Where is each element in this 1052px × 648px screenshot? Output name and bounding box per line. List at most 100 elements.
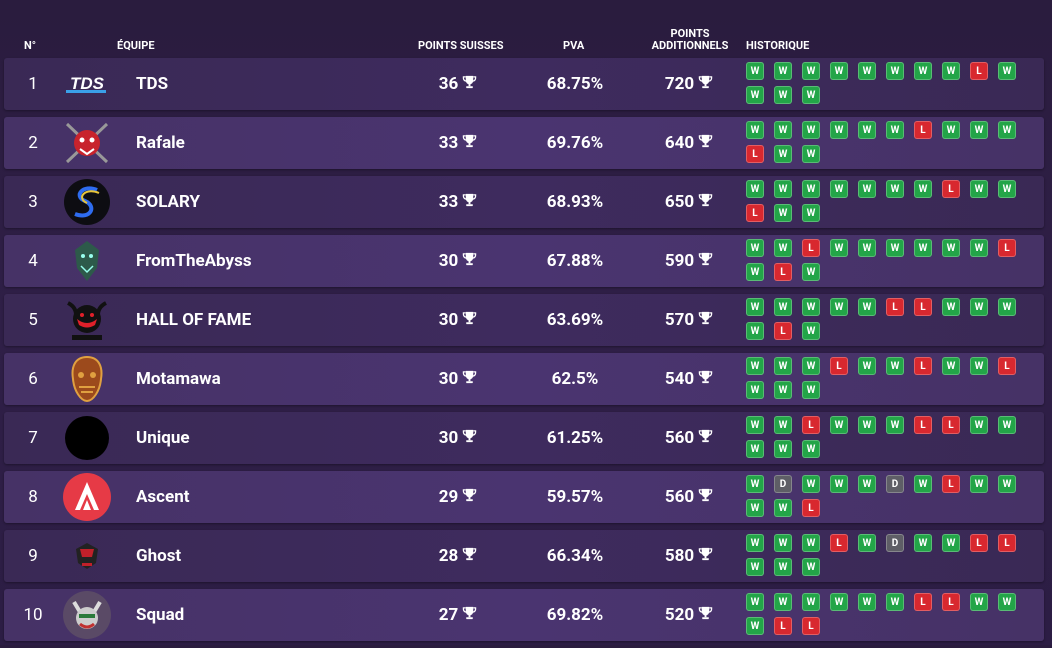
team-logo — [60, 530, 114, 582]
match-result-badge: W — [830, 298, 848, 316]
additional-points-value: 520 — [664, 605, 695, 625]
team-row[interactable]: 3 SOLARY 33 68.93% 650 W W W W W W W L W W L W W — [4, 176, 1044, 228]
trophy-icon — [458, 487, 477, 507]
additional-points-header-line2: ADDITIONNELS — [651, 39, 729, 52]
team-row[interactable]: 2 Rafale 33 69.76% 640 W W W W W W L W W W L W W — [4, 117, 1044, 169]
team-row[interactable]: 7 Unique 30 61.25% 560 W W L W W W L L W W W W W — [4, 412, 1044, 464]
match-result-badge: W — [746, 475, 764, 493]
trophy-icon — [694, 487, 713, 507]
team-name[interactable]: Rafale — [136, 133, 185, 153]
team-logo — [60, 589, 114, 641]
match-result-badge: L — [970, 62, 988, 80]
match-result-badge: W — [886, 62, 904, 80]
trophy-icon — [694, 133, 713, 153]
trophy-icon — [458, 428, 477, 448]
additional-points-value: 640 — [664, 133, 695, 153]
team-name[interactable]: Ghost — [136, 546, 182, 566]
match-result-badge: W — [830, 62, 848, 80]
match-result-badge: L — [774, 263, 792, 281]
match-result-badge: W — [802, 204, 820, 222]
match-result-badge: W — [802, 62, 820, 80]
team-row[interactable]: 6 Motamawa 30 62.5% 540 W W W L W W L W W L W W W — [4, 353, 1044, 405]
swiss-points: 33 — [408, 117, 508, 169]
match-result-badge: W — [746, 62, 764, 80]
trophy-icon — [694, 192, 713, 212]
match-result-badge: W — [858, 475, 876, 493]
match-result-badge: W — [802, 558, 820, 576]
match-result-badge: L — [830, 534, 848, 552]
match-result-badge: W — [774, 86, 792, 104]
swiss-points-value: 33 — [438, 133, 459, 153]
team-row[interactable]: 4 FromTheAbyss 30 67.88% 590 W W L W W W W W W L W L W — [4, 235, 1044, 287]
match-result-badge: W — [802, 86, 820, 104]
match-result-badge: W — [858, 416, 876, 434]
match-result-badge: L — [942, 180, 960, 198]
team-logo — [60, 117, 114, 169]
additional-points: 580 — [644, 530, 734, 582]
additional-points-value: 560 — [664, 428, 695, 448]
team-row[interactable]: 10 Squad 27 69.82% 520 W W W W W W L L W W W L L — [4, 589, 1044, 641]
match-result-badge: W — [914, 475, 932, 493]
match-result-badge: W — [858, 357, 876, 375]
halloffame-logo-icon — [62, 297, 112, 343]
match-result-badge: D — [886, 534, 904, 552]
additional-points-value: 560 — [664, 487, 695, 507]
swiss-points: 29 — [408, 471, 508, 523]
team-row[interactable]: 9 Ghost 28 66.34% 580 W W W L W D W W L L W W W — [4, 530, 1044, 582]
match-result-badge: W — [998, 121, 1016, 139]
match-result-badge: W — [886, 121, 904, 139]
swiss-points-column-header: POINTS SUISSES — [418, 39, 504, 52]
team-name[interactable]: Motamawa — [136, 369, 221, 389]
match-result-badge: W — [942, 239, 960, 257]
match-result-badge: W — [858, 121, 876, 139]
team-name[interactable]: SOLARY — [136, 192, 200, 212]
pva-value: 59.57% — [546, 487, 604, 507]
match-result-badge: W — [774, 239, 792, 257]
team-logo — [60, 235, 114, 287]
team-rank: 2 — [28, 133, 38, 153]
trophy-icon — [458, 192, 477, 212]
match-result-badge: W — [746, 263, 764, 281]
match-result-badge: L — [802, 617, 820, 635]
standings-table: 1 TDS TDS 36 68.75% 720 W W W W W W W W L W W W W 2 Rafale 33… — [4, 58, 1044, 648]
match-result-badge: W — [746, 121, 764, 139]
match-result-badge: W — [746, 322, 764, 340]
match-result-badge: W — [774, 593, 792, 611]
swiss-points: 30 — [408, 353, 508, 405]
match-result-badge: W — [774, 440, 792, 458]
trophy-icon — [458, 546, 477, 566]
trophy-icon — [694, 310, 713, 330]
match-result-badge: W — [998, 475, 1016, 493]
team-name[interactable]: TDS — [136, 74, 169, 94]
team-name[interactable]: FromTheAbyss — [136, 251, 252, 271]
additional-points: 590 — [644, 235, 734, 287]
match-result-badge: L — [914, 593, 932, 611]
team-name[interactable]: Squad — [136, 605, 185, 625]
additional-points-value: 590 — [664, 251, 695, 271]
team-row[interactable]: 5 HALL OF FAME 30 63.69% 570 W W W W W L L W W W W L W — [4, 294, 1044, 346]
match-result-badge: W — [970, 180, 988, 198]
team-logo — [60, 176, 114, 228]
match-result-badge: L — [802, 239, 820, 257]
team-name[interactable]: Ascent — [136, 487, 190, 507]
match-result-badge: L — [970, 534, 988, 552]
trophy-icon — [458, 605, 477, 625]
motamawa-logo-icon — [62, 355, 112, 403]
match-result-badge: W — [746, 499, 764, 517]
match-result-badge: W — [774, 381, 792, 399]
match-result-badge: W — [746, 357, 764, 375]
team-name[interactable]: HALL OF FAME — [136, 310, 252, 330]
pva-value: 67.88% — [546, 251, 604, 271]
team-row[interactable]: 1 TDS TDS 36 68.75% 720 W W W W W W W W L W W W W — [4, 58, 1044, 110]
team-row[interactable]: 8 Ascent 29 59.57% 560 W D W W W D W L W W W W L — [4, 471, 1044, 523]
additional-points: 560 — [644, 412, 734, 464]
trophy-icon — [458, 133, 477, 153]
rank-column-header: N° — [24, 39, 37, 52]
match-result-badge: W — [970, 298, 988, 316]
history-column-header: HISTORIQUE — [746, 39, 810, 52]
team-name[interactable]: Unique — [136, 428, 190, 448]
swiss-points: 30 — [408, 412, 508, 464]
match-result-badge: W — [970, 121, 988, 139]
